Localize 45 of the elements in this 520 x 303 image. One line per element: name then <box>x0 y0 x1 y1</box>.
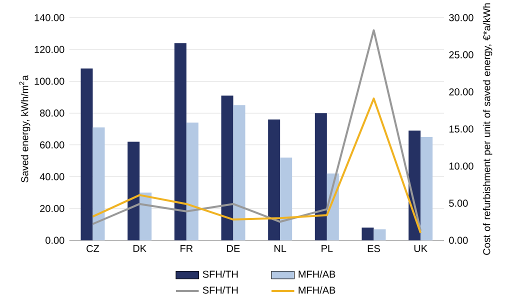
bar <box>374 229 386 240</box>
y2-tick-label: 5.00 <box>449 200 468 207</box>
bar <box>174 43 186 240</box>
x-tick-label: CZ <box>86 245 100 252</box>
legend-label: MFH/AB <box>298 286 336 294</box>
legend-label: SFH/TH <box>202 270 238 278</box>
x-tick-label: DE <box>227 245 240 252</box>
bar <box>362 228 374 240</box>
x-tick-label: NL <box>274 245 286 252</box>
bar <box>420 136 433 240</box>
line-series <box>92 98 422 234</box>
line-series <box>92 29 422 232</box>
y-tick-label: 140.00 <box>34 14 64 22</box>
bar <box>92 127 105 240</box>
y-tick-label: 120.00 <box>34 46 64 54</box>
y2-tick-label: 20.00 <box>449 88 474 96</box>
x-tick-label: FR <box>180 245 193 252</box>
y-axis-title: Saved energy, kWh/m$^{2}$a <box>19 75 30 182</box>
bar <box>128 142 140 240</box>
bar <box>314 113 327 240</box>
y-tick-label: 100.00 <box>34 78 64 85</box>
y-tick-label: 20.00 <box>40 204 64 212</box>
x-tick-label: PL <box>322 245 333 252</box>
y2-tick-label: 30.00 <box>449 14 474 22</box>
x-tick-label: UK <box>414 245 428 252</box>
bar <box>140 192 152 240</box>
legend-label: SFH/TH <box>202 286 238 294</box>
bar <box>221 96 234 240</box>
y-tick-label: 0.00 <box>46 236 64 244</box>
y-tick-label: 80.00 <box>40 110 64 117</box>
y2-tick-label: 25.00 <box>449 51 474 58</box>
y2-tick-label: 0.00 <box>449 236 468 244</box>
y2-axis-title: Cost of refurbishment per unit of saved energy, €*a/kWh <box>482 3 492 255</box>
bar <box>268 119 280 240</box>
y-tick-label: 40.00 <box>40 173 64 180</box>
bar <box>233 105 246 240</box>
x-tick-label: DK <box>133 245 146 252</box>
bar <box>186 122 198 240</box>
y2-tick-label: 10.00 <box>449 162 474 170</box>
bar <box>80 68 93 240</box>
x-tick-label: ES <box>368 245 380 252</box>
bar <box>280 158 292 240</box>
legend-label: MFH/AB <box>298 270 336 278</box>
y-tick-label: 60.00 <box>40 141 64 148</box>
y2-tick-label: 15.00 <box>449 125 474 133</box>
